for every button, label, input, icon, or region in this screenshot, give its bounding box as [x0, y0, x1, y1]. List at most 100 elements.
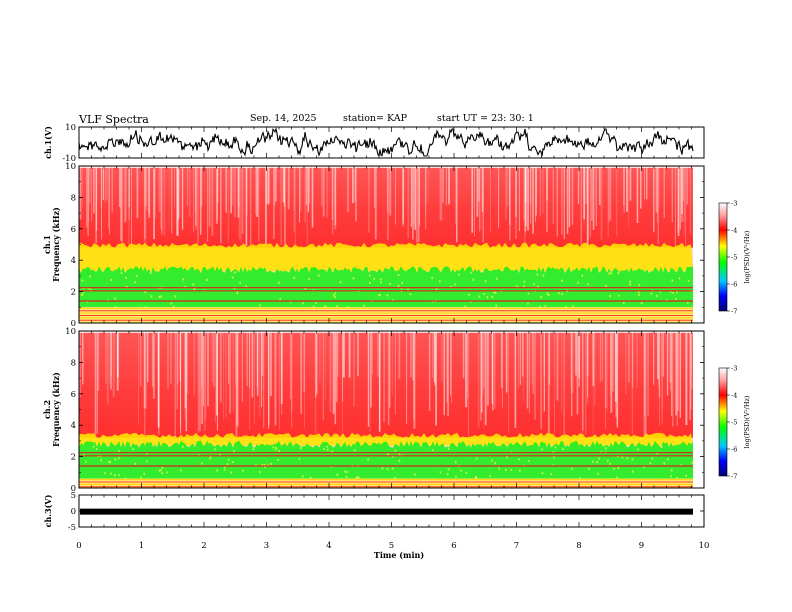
speckle: [100, 459, 103, 462]
speckle: [519, 469, 521, 472]
speckle: [300, 447, 302, 450]
streak: [204, 331, 207, 420]
speckle: [107, 299, 109, 302]
streak: [661, 331, 663, 424]
streak: [677, 331, 679, 412]
speckle: [214, 448, 216, 451]
streak: [479, 166, 480, 232]
streak: [524, 166, 526, 247]
speckle: [455, 475, 457, 478]
speckle: [226, 463, 229, 466]
streak: [529, 166, 532, 205]
colorbar-tick-label: -6: [731, 281, 737, 289]
streak: [535, 166, 537, 207]
speckle: [312, 305, 315, 308]
streak: [412, 166, 414, 240]
speckle: [279, 298, 281, 301]
speckle: [431, 277, 433, 280]
streak: [498, 166, 500, 229]
streak: [443, 331, 445, 416]
y-tick-label: 8: [71, 193, 76, 203]
streak: [442, 166, 444, 204]
speckle: [680, 464, 682, 467]
streak: [685, 166, 687, 247]
streak: [402, 166, 404, 220]
speckle: [278, 281, 280, 284]
streak: [657, 166, 659, 245]
streak: [112, 331, 115, 398]
streak: [91, 166, 92, 222]
streak: [433, 331, 435, 383]
waveform-trace: [78, 126, 694, 158]
streak: [500, 331, 503, 389]
speckle: [110, 472, 112, 475]
speckle: [494, 291, 497, 294]
speckle: [118, 450, 120, 453]
streak: [582, 331, 584, 436]
streak: [628, 331, 630, 383]
streak: [563, 331, 565, 435]
streak: [236, 331, 239, 427]
streak: [631, 331, 634, 435]
streak: [332, 331, 335, 414]
streak: [661, 331, 663, 410]
ch2-spectrogram-panel: -3 -4 -5 -6 -7 log(PSD)(V²/Hz) 0 2 4 6 8 10 ch.2 Freq…: [42, 327, 751, 494]
streak: [319, 331, 321, 383]
streak: [193, 331, 196, 396]
streak: [266, 166, 268, 205]
speckle: [518, 458, 520, 461]
streak: [316, 331, 318, 394]
streak: [249, 331, 251, 431]
speckle: [592, 460, 594, 463]
speckle: [685, 474, 687, 477]
streak: [181, 166, 184, 230]
streak: [689, 331, 691, 420]
streak: [672, 331, 674, 427]
streak: [595, 166, 597, 226]
x-axis-label: Time (min): [374, 550, 424, 560]
streak: [311, 166, 314, 228]
speckle: [82, 292, 84, 295]
speckle: [439, 471, 442, 474]
streak: [110, 331, 112, 390]
streak: [628, 166, 630, 228]
speckle: [134, 462, 137, 465]
speckle: [506, 456, 508, 459]
streak: [87, 166, 89, 222]
speckle: [386, 468, 389, 471]
speckle: [687, 280, 690, 282]
streak: [143, 166, 146, 244]
speckle: [355, 477, 358, 480]
streak: [261, 331, 263, 408]
streak: [534, 331, 536, 420]
streak: [274, 331, 277, 426]
streak: [367, 331, 370, 427]
streak: [616, 331, 618, 425]
streak: [322, 331, 324, 420]
speckle: [618, 294, 620, 297]
streak: [215, 331, 217, 412]
streak: [685, 331, 688, 425]
speckle: [109, 460, 111, 463]
streak: [369, 331, 371, 433]
colorbar-tick-label: -4: [731, 392, 737, 400]
streak: [163, 166, 166, 237]
ch3-waveform-panel: 5 0 -5 ch.3(V): [43, 491, 705, 533]
streak: [607, 166, 609, 238]
speckle: [478, 295, 481, 298]
streak: [108, 166, 110, 229]
streak: [543, 331, 545, 377]
y-tick-label: -10: [62, 154, 76, 164]
streak: [643, 331, 646, 438]
streak: [116, 331, 119, 391]
streak: [612, 331, 614, 392]
streak: [692, 166, 695, 238]
speckle: [236, 290, 238, 293]
speckle: [120, 271, 123, 274]
texture-streaks: [79, 331, 693, 438]
texture-streaks: [79, 166, 695, 248]
streak: [440, 166, 443, 221]
streak: [402, 166, 404, 224]
y-tick-label: 10: [65, 123, 76, 133]
speckle: [655, 295, 658, 297]
